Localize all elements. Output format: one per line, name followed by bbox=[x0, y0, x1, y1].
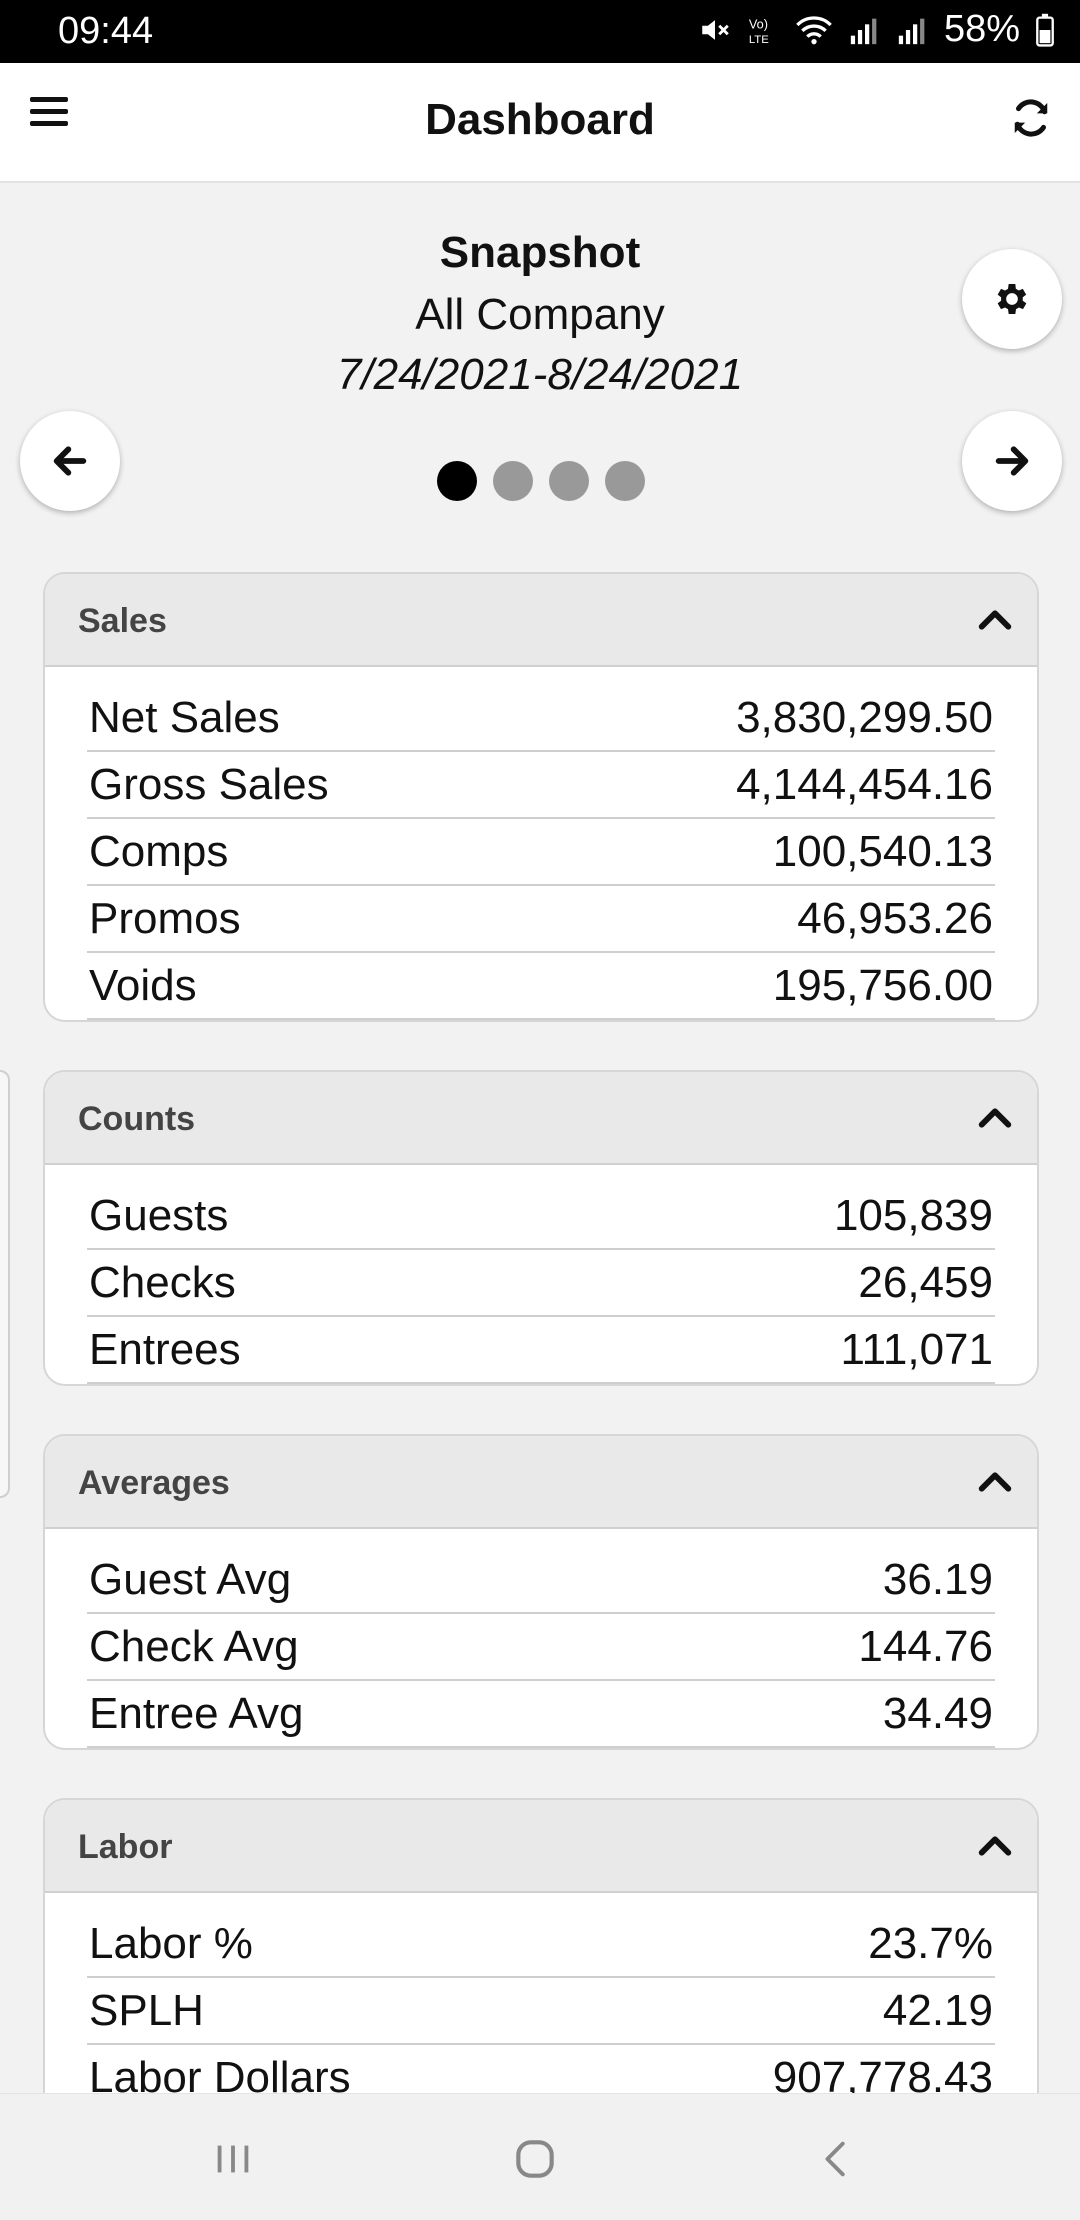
metric-label: Guests bbox=[89, 1190, 229, 1240]
metric-value: 36.19 bbox=[882, 1554, 993, 1604]
page-indicator bbox=[437, 461, 645, 501]
metric-label: Check Avg bbox=[89, 1621, 299, 1671]
volte-icon: Vo) LTE bbox=[749, 16, 769, 45]
previous-button[interactable] bbox=[20, 411, 120, 511]
table-row: Labor % 23.7% bbox=[87, 1911, 995, 1978]
back-button[interactable] bbox=[802, 2124, 872, 2194]
table-row: SPLH 42.19 bbox=[87, 1978, 995, 2045]
labor-header[interactable]: Labor bbox=[45, 1800, 1037, 1893]
metric-label: Entrees bbox=[89, 1324, 241, 1374]
snapshot-scope: All Company bbox=[415, 290, 665, 339]
battery-icon bbox=[1036, 13, 1054, 47]
sales-rows: Net Sales 3,830,299.50 Gross Sales 4,144,45… bbox=[45, 667, 1037, 1020]
home-button[interactable] bbox=[500, 2124, 570, 2194]
labor-rows: Labor % 23.7% SPLH 42.19 Labor Dollars 907,77… bbox=[45, 1893, 1037, 2112]
refresh-button[interactable] bbox=[1006, 93, 1056, 143]
metric-value: 100,540.13 bbox=[772, 826, 993, 876]
battery-percent: 58% bbox=[943, 8, 1020, 50]
metric-value: 195,756.00 bbox=[772, 960, 993, 1010]
page-dot[interactable] bbox=[493, 461, 533, 501]
counts-rows: Guests 105,839 Checks 26,459 Entrees 111,071 bbox=[45, 1165, 1037, 1384]
chevron-up-icon bbox=[978, 1472, 1012, 1492]
metric-value: 46,953.26 bbox=[797, 893, 993, 943]
table-row: Voids 195,756.00 bbox=[87, 953, 995, 1020]
arrow-right-icon bbox=[995, 446, 1029, 476]
home-icon bbox=[516, 2140, 554, 2178]
wifi-icon bbox=[796, 15, 832, 44]
chevron-up-icon bbox=[978, 610, 1012, 630]
status-icons: Vo) LTE 58% bbox=[698, 8, 1056, 51]
system-nav-bar bbox=[0, 2093, 1080, 2220]
section-title: Averages bbox=[78, 1464, 230, 1502]
signal-icon-2 bbox=[898, 18, 925, 44]
metric-value: 4,144,454.16 bbox=[736, 759, 993, 809]
status-bar: 09:44 Vo) LTE 58% bbox=[0, 0, 1080, 63]
svg-text:LTE: LTE bbox=[749, 33, 769, 45]
table-row: Entrees 111,071 bbox=[87, 1317, 995, 1384]
back-icon bbox=[825, 2141, 845, 2177]
counts-card: Counts Guests 105,839 Checks 26,459 Entrees 1… bbox=[43, 1070, 1039, 1386]
metric-label: Net Sales bbox=[89, 692, 280, 742]
table-row: Gross Sales 4,144,454.16 bbox=[87, 752, 995, 819]
next-button[interactable] bbox=[962, 411, 1062, 511]
metric-value: 26,459 bbox=[858, 1257, 993, 1307]
metric-value: 3,830,299.50 bbox=[736, 692, 993, 742]
metric-label: Labor % bbox=[89, 1918, 253, 1968]
metric-label: Voids bbox=[89, 960, 197, 1010]
sales-card: Sales Net Sales 3,830,299.50 Gross Sales 4,… bbox=[43, 572, 1039, 1022]
snapshot-date-range: 7/24/2021-8/24/2021 bbox=[336, 350, 744, 399]
recent-apps-icon bbox=[217, 2145, 249, 2173]
table-row: Guest Avg 36.19 bbox=[87, 1547, 995, 1614]
metric-label: Promos bbox=[89, 893, 241, 943]
averages-rows: Guest Avg 36.19 Check Avg 144.76 Entree Avg 3… bbox=[45, 1529, 1037, 1748]
recent-apps-button[interactable] bbox=[198, 2124, 268, 2194]
averages-header[interactable]: Averages bbox=[45, 1436, 1037, 1529]
table-row: Guests 105,839 bbox=[87, 1183, 995, 1250]
metric-value: 144.76 bbox=[858, 1621, 993, 1671]
metric-value: 34.49 bbox=[882, 1688, 993, 1738]
table-row: Checks 26,459 bbox=[87, 1250, 995, 1317]
chevron-up-icon bbox=[978, 1108, 1012, 1128]
table-row: Comps 100,540.13 bbox=[87, 819, 995, 886]
table-row: Promos 46,953.26 bbox=[87, 886, 995, 953]
gear-icon bbox=[997, 284, 1027, 314]
settings-button[interactable] bbox=[962, 249, 1062, 349]
table-row: Net Sales 3,830,299.50 bbox=[87, 685, 995, 752]
metric-value: 23.7% bbox=[868, 1918, 993, 1968]
metric-value: 105,839 bbox=[833, 1190, 993, 1240]
sales-header[interactable]: Sales bbox=[45, 574, 1037, 667]
page-dot[interactable] bbox=[605, 461, 645, 501]
metric-label: Guest Avg bbox=[89, 1554, 292, 1604]
signal-icon bbox=[850, 18, 877, 44]
app-bar: Dashboard bbox=[0, 63, 1080, 183]
metric-value: 42.19 bbox=[882, 1985, 993, 2035]
arrow-left-icon bbox=[53, 446, 87, 476]
section-title: Counts bbox=[78, 1100, 196, 1138]
snapshot-title: Snapshot bbox=[439, 228, 641, 277]
metric-label: Comps bbox=[89, 826, 229, 876]
counts-header[interactable]: Counts bbox=[45, 1072, 1037, 1165]
metric-value: 111,071 bbox=[840, 1324, 993, 1374]
side-drawer-handle[interactable] bbox=[0, 1070, 10, 1498]
table-row: Entree Avg 34.49 bbox=[87, 1681, 995, 1748]
metric-label: Gross Sales bbox=[89, 759, 329, 809]
hamburger-icon bbox=[30, 97, 68, 102]
table-row: Check Avg 144.76 bbox=[87, 1614, 995, 1681]
page-title: Dashboard bbox=[425, 95, 655, 144]
chevron-up-icon bbox=[978, 1836, 1012, 1856]
status-time: 09:44 bbox=[58, 10, 154, 52]
section-title: Sales bbox=[78, 602, 167, 640]
svg-text:Vo): Vo) bbox=[749, 16, 768, 31]
section-title: Labor bbox=[78, 1828, 173, 1866]
metric-label: Checks bbox=[89, 1257, 236, 1307]
menu-button[interactable] bbox=[30, 97, 70, 137]
metric-label: Entree Avg bbox=[89, 1688, 304, 1738]
refresh-icon bbox=[1014, 99, 1048, 137]
averages-card: Averages Guest Avg 36.19 Check Avg 144.76 En… bbox=[43, 1434, 1039, 1750]
page-dot[interactable] bbox=[549, 461, 589, 501]
mute-icon bbox=[702, 19, 729, 40]
page-dot[interactable] bbox=[437, 461, 477, 501]
metric-label: SPLH bbox=[89, 1985, 204, 2035]
